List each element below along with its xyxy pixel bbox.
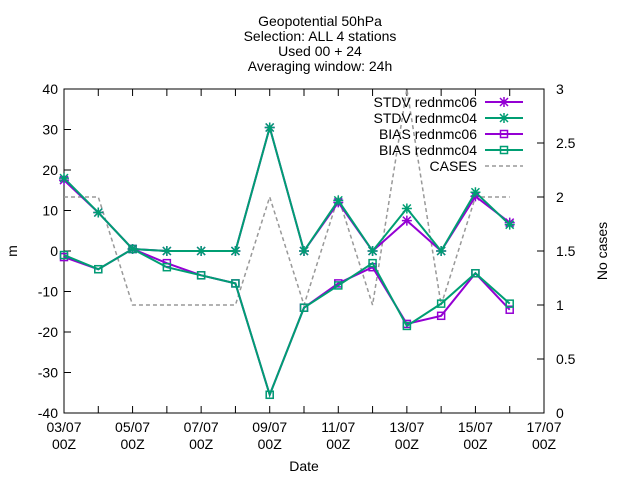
y-tick-label: -30 xyxy=(38,365,58,381)
series-line xyxy=(63,123,511,254)
legend-entry: BIAS rednmc06 xyxy=(379,126,523,142)
data-point xyxy=(436,246,447,256)
data-point xyxy=(470,187,481,198)
x-tick-label-date: 07/07 xyxy=(184,419,219,435)
data-point xyxy=(299,246,309,256)
legend-marker xyxy=(499,97,509,107)
data-point xyxy=(231,279,240,288)
title-line-4: Averaging window: 24h xyxy=(248,58,393,74)
legend-entry: STDV rednmc04 xyxy=(374,110,523,126)
series-bias-rednmc06 xyxy=(59,244,514,400)
data-point xyxy=(162,262,172,272)
title-line-1: Geopotential 50hPa xyxy=(258,13,382,29)
y2-tick-label: 2 xyxy=(556,189,564,205)
x-tick-label-hour: 00Z xyxy=(463,436,488,452)
x-tick-label-date: 17/07 xyxy=(526,419,561,435)
data-point xyxy=(265,390,274,400)
y-axis-label: m xyxy=(4,245,20,257)
data-point xyxy=(436,311,446,321)
data-point xyxy=(94,264,103,274)
x-tick-label-hour: 00Z xyxy=(258,436,283,452)
x-tick-label-date: 15/07 xyxy=(458,419,493,435)
legend-label: STDV rednmc04 xyxy=(374,110,478,126)
series-line xyxy=(64,88,510,308)
y2-tick-label: 0.5 xyxy=(556,351,576,367)
legend-label: BIAS rednmc04 xyxy=(379,142,477,158)
x-tick-label-date: 05/07 xyxy=(115,419,150,435)
x-axis: 03/0700Z05/0700Z07/0700Z09/0700Z11/0700Z… xyxy=(46,89,562,452)
y2-tick-label: 1.5 xyxy=(556,243,576,259)
x-tick-label-hour: 00Z xyxy=(121,436,146,452)
y2-tick-label: 3 xyxy=(556,81,564,97)
series-bias-rednmc04 xyxy=(59,244,514,400)
legend-label: STDV rednmc06 xyxy=(374,94,478,110)
series-cases xyxy=(64,88,510,308)
data-point xyxy=(401,215,412,226)
data-point xyxy=(505,305,514,314)
x-tick-label-date: 13/07 xyxy=(389,419,424,435)
data-point xyxy=(93,207,104,218)
y2-axis: 0 0.5 1 1.5 2 2.5 3 xyxy=(537,81,576,421)
y-tick-label: -10 xyxy=(38,284,58,300)
data-point xyxy=(59,173,69,184)
x-tick-label-hour: 00Z xyxy=(52,436,77,452)
y-tick-label: 30 xyxy=(42,122,58,138)
x-tick-label-hour: 00Z xyxy=(189,436,214,452)
legend-label: CASES xyxy=(430,158,477,174)
data-point xyxy=(264,122,275,133)
data-point xyxy=(196,246,207,256)
y2-axis-label: No cases xyxy=(594,222,610,280)
data-point xyxy=(402,321,412,331)
series-stdv-rednmc04 xyxy=(59,122,515,256)
series-layer xyxy=(59,88,515,400)
data-point xyxy=(59,250,69,260)
series-line xyxy=(63,247,511,398)
x-tick-label-hour: 00Z xyxy=(395,436,420,452)
data-point xyxy=(504,219,515,230)
y-tick-label: 40 xyxy=(42,81,58,97)
data-point xyxy=(334,281,343,290)
data-point xyxy=(368,258,377,268)
y-tick-label: 0 xyxy=(50,243,58,259)
title-line-2: Selection: ALL 4 stations xyxy=(244,28,397,44)
x-tick-label-date: 09/07 xyxy=(252,419,287,435)
y-tick-label: 20 xyxy=(42,162,58,178)
legend-entry: CASES xyxy=(430,158,523,174)
data-point xyxy=(196,271,206,280)
data-point xyxy=(436,299,446,308)
series-line xyxy=(63,247,511,398)
legend-entry: BIAS rednmc04 xyxy=(379,142,523,158)
legend-marker xyxy=(499,129,509,139)
x-axis-label: Date xyxy=(289,458,319,474)
data-point xyxy=(230,246,241,256)
y2-tick-label: 0 xyxy=(556,405,564,421)
data-point xyxy=(161,246,172,256)
y-tick-label: -40 xyxy=(38,405,58,421)
x-tick-label-hour: 00Z xyxy=(532,436,557,452)
title-line-3: Used 00 + 24 xyxy=(278,43,362,59)
x-tick-label-date: 03/07 xyxy=(46,419,81,435)
y2-tick-label: 2.5 xyxy=(556,135,576,151)
data-point xyxy=(127,243,138,254)
legend-label: BIAS rednmc06 xyxy=(379,126,477,142)
data-point xyxy=(471,269,480,278)
y2-tick-label: 1 xyxy=(556,297,564,313)
legend-entry: STDV rednmc06 xyxy=(374,94,523,110)
chart-title: Geopotential 50hPa Selection: ALL 4 stat… xyxy=(244,13,397,74)
legend-marker xyxy=(499,145,509,155)
data-point xyxy=(299,303,309,312)
y-tick-label: -20 xyxy=(38,324,58,340)
legend-marker xyxy=(499,113,509,123)
x-tick-label-hour: 00Z xyxy=(326,436,351,452)
x-tick-label-date: 11/07 xyxy=(321,419,355,435)
data-point xyxy=(333,195,344,206)
y-tick-label: 10 xyxy=(42,203,58,219)
data-point xyxy=(505,299,514,308)
data-point xyxy=(367,246,378,256)
data-point xyxy=(401,203,412,214)
